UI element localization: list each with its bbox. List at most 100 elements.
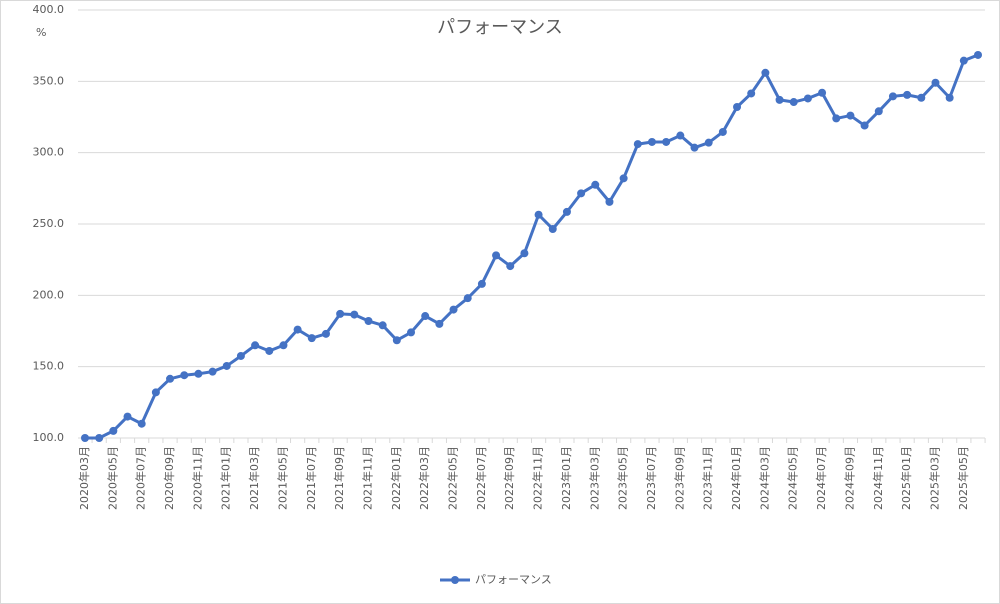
x-tick-label: 2022年09月 bbox=[502, 446, 516, 510]
x-tick-label: 2020年07月 bbox=[134, 446, 148, 510]
legend-marker bbox=[451, 576, 459, 584]
x-tick-label: 2022年07月 bbox=[474, 446, 488, 510]
data-point bbox=[577, 189, 586, 198]
data-point bbox=[789, 98, 798, 107]
series-line bbox=[85, 53, 979, 440]
data-point bbox=[690, 143, 699, 152]
x-tick-label: 2025年03月 bbox=[927, 446, 941, 510]
data-point bbox=[605, 197, 614, 206]
y-tick-label: 150.0 bbox=[33, 360, 65, 373]
data-point bbox=[704, 138, 713, 147]
data-point bbox=[293, 325, 302, 334]
x-tick-label: 2023年07月 bbox=[644, 446, 658, 510]
x-tick-label: 2023年11月 bbox=[701, 446, 715, 510]
y-tick-label: 300.0 bbox=[33, 146, 65, 159]
data-point bbox=[265, 346, 274, 355]
data-point bbox=[733, 103, 742, 112]
data-point bbox=[279, 341, 288, 350]
data-point bbox=[803, 94, 812, 103]
y-tick-label: 250.0 bbox=[33, 217, 65, 230]
x-tick-label: 2024年07月 bbox=[814, 446, 828, 510]
data-point bbox=[888, 92, 897, 101]
data-point bbox=[435, 319, 444, 328]
data-point bbox=[407, 328, 416, 337]
data-point bbox=[562, 207, 571, 216]
legend-label: パフォーマンス bbox=[475, 573, 552, 586]
y-tick-label: 400.0 bbox=[33, 3, 65, 16]
data-point bbox=[463, 294, 472, 303]
x-tick-label: 2020年09月 bbox=[162, 446, 176, 510]
data-point bbox=[95, 434, 104, 442]
data-point bbox=[945, 93, 954, 102]
data-point bbox=[959, 56, 968, 65]
x-tick-label: 2021年11月 bbox=[360, 446, 374, 510]
data-point bbox=[378, 321, 387, 330]
data-point bbox=[818, 88, 827, 97]
x-tick-label: 2025年05月 bbox=[956, 446, 970, 510]
data-point bbox=[236, 351, 245, 360]
x-tick-label: 2025年01月 bbox=[899, 446, 913, 510]
x-tick-label: 2021年05月 bbox=[275, 446, 289, 510]
data-point bbox=[194, 369, 203, 378]
data-point bbox=[747, 89, 756, 98]
x-tick-label: 2020年03月 bbox=[77, 446, 91, 510]
x-tick-label: 2021年01月 bbox=[219, 446, 233, 510]
x-tick-label: 2022年01月 bbox=[389, 446, 403, 510]
x-tick-label: 2020年05月 bbox=[105, 446, 119, 510]
data-point bbox=[591, 180, 600, 189]
data-point bbox=[321, 329, 330, 338]
data-point bbox=[775, 95, 784, 104]
chart-title: パフォーマンス bbox=[437, 17, 563, 38]
x-tick-label: 2023年03月 bbox=[587, 446, 601, 510]
data-point bbox=[336, 309, 345, 318]
data-point bbox=[364, 317, 373, 326]
data-point bbox=[520, 249, 529, 258]
data-point bbox=[251, 341, 260, 350]
x-tick-label: 2024年05月 bbox=[786, 446, 800, 510]
data-point bbox=[151, 388, 160, 397]
data-point bbox=[350, 310, 359, 319]
data-point bbox=[392, 336, 401, 345]
data-point bbox=[974, 50, 982, 59]
data-point bbox=[548, 224, 557, 233]
x-tick-label: 2023年09月 bbox=[672, 446, 686, 510]
data-point bbox=[492, 251, 501, 260]
data-point bbox=[123, 412, 132, 421]
data-point bbox=[633, 140, 642, 149]
data-point bbox=[506, 262, 515, 271]
data-point bbox=[860, 121, 869, 130]
data-point bbox=[166, 374, 175, 383]
data-point bbox=[421, 312, 430, 321]
data-point bbox=[619, 174, 628, 183]
y-tick-label: 200.0 bbox=[33, 288, 65, 301]
data-point bbox=[931, 78, 940, 87]
data-point bbox=[761, 68, 770, 77]
data-point bbox=[647, 137, 656, 146]
x-tick-label: 2023年05月 bbox=[616, 446, 630, 510]
data-point bbox=[874, 107, 883, 116]
y-tick-label: 100.0 bbox=[33, 431, 65, 444]
x-tick-label: 2024年03月 bbox=[757, 446, 771, 510]
data-point bbox=[477, 279, 486, 288]
x-tick-label: 2024年09月 bbox=[842, 446, 856, 510]
data-point bbox=[137, 419, 146, 428]
data-point bbox=[662, 137, 671, 146]
data-point bbox=[534, 210, 543, 219]
data-point bbox=[307, 334, 316, 343]
data-point bbox=[676, 131, 685, 140]
data-point bbox=[208, 367, 217, 376]
data-point bbox=[449, 305, 458, 314]
data-point bbox=[917, 93, 926, 102]
y-axis-label: % bbox=[36, 26, 46, 39]
x-tick-label: 2021年07月 bbox=[304, 446, 318, 510]
data-point bbox=[109, 426, 118, 435]
data-point bbox=[718, 127, 727, 136]
x-tick-label: 2021年03月 bbox=[247, 446, 261, 510]
data-point bbox=[832, 114, 841, 123]
data-point bbox=[222, 361, 231, 370]
data-point bbox=[81, 434, 89, 442]
y-tick-label: 350.0 bbox=[33, 74, 65, 87]
x-tick-label: 2020年11月 bbox=[190, 446, 204, 510]
